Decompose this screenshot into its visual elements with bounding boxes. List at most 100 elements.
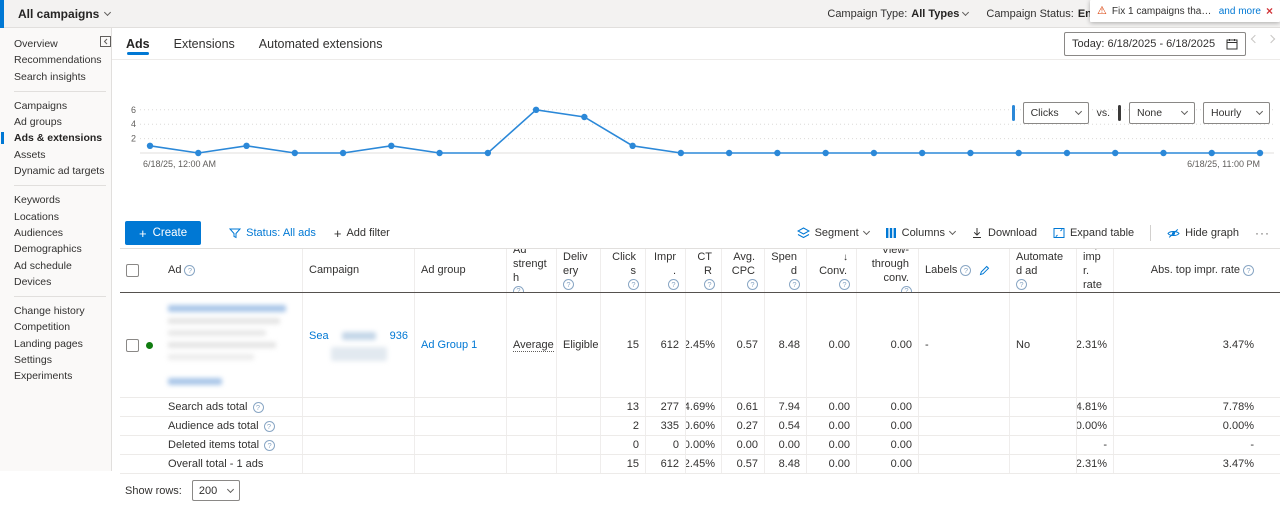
close-icon[interactable]: × [1265,4,1273,18]
campaign-link[interactable]: Sea [309,329,329,342]
col-header-abs-top-impr-rate: Abs. top impr. rate [1150,263,1240,276]
campaign-type-label: Campaign Type: [827,8,908,20]
edit-pencil-icon[interactable] [979,265,990,276]
redacted-ad-title [168,305,286,312]
info-icon[interactable] [839,278,850,290]
sidebar-item-keywords[interactable]: Keywords [14,194,61,207]
sidebar-item-recommendations[interactable]: Recommendations [14,54,102,67]
columns-button[interactable]: Columns [885,227,957,239]
hide-graph-button[interactable]: Hide graph [1167,227,1239,239]
info-icon[interactable] [263,420,275,432]
info-icon[interactable] [628,278,639,290]
status-filter-button[interactable]: Status: All ads [229,227,316,239]
chevron-down-icon [962,8,970,17]
ad-preview-cell[interactable] [162,293,303,397]
redacted-view-ad-link [168,378,222,385]
col-header-clicks: Clicks [612,251,636,277]
sidebar-item-dynamic-ad-targets[interactable]: Dynamic ad targets [14,165,105,178]
status-enabled-icon [146,341,153,349]
tab-extensions[interactable]: Extensions [173,36,235,51]
more-options-button[interactable]: ··· [1255,226,1270,240]
info-icon[interactable] [252,401,264,413]
info-icon[interactable] [704,278,715,290]
svg-text:6: 6 [131,105,136,115]
sidebar-item-assets[interactable]: Assets [14,148,46,161]
sidebar-item-landing-pages[interactable]: Landing pages [14,337,83,350]
chevron-down-icon [862,227,870,236]
info-icon[interactable] [960,265,972,276]
hide-graph-icon [1167,228,1180,238]
sidebar-item-settings[interactable]: Settings [14,354,52,367]
tab-automated-extensions[interactable]: Automated extensions [258,36,383,51]
metric1-dropdown[interactable]: Clicks [1022,102,1089,124]
notification-and-more-link[interactable]: and more [1218,5,1261,17]
sidebar-item-locations[interactable]: Locations [14,210,59,223]
show-rows-dropdown[interactable]: 200 [191,480,240,501]
info-icon[interactable] [184,265,196,276]
add-filter-button[interactable]: + Add filter [333,225,390,241]
chevron-down-icon [104,8,112,16]
col-header-spend: Spend [771,251,797,277]
sidebar-item-search-insights[interactable]: Search insights [14,70,86,83]
chevron-down-icon [226,485,234,493]
summary-row-audience-ads-total: Audience ads total 2 335 0.60% 0.27 0.54… [120,417,1280,436]
chevron-down-icon [1255,107,1264,116]
summary-row-overall-total: Overall total - 1 ads 15 612 2.45% 0.57 … [120,455,1280,474]
date-range-picker[interactable]: Today: 6/18/2025 - 6/18/2025 [1064,32,1246,56]
collapse-pane-icon[interactable] [100,36,1276,47]
campaign-id[interactable]: 936 [389,329,408,342]
info-icon[interactable] [901,285,912,292]
sidebar-item-campaigns[interactable]: Campaigns [14,99,68,112]
top-impr-rate-value: 42.31% [1077,339,1107,351]
campaign-scope-selector[interactable]: All campaigns [18,7,112,21]
sidebar-item-demographics[interactable]: Demographics [14,243,82,256]
sidebar-item-audiences[interactable]: Audiences [14,226,64,239]
info-icon[interactable] [1243,265,1254,276]
tab-ads[interactable]: Ads [126,28,150,59]
sidebar-item-ad-groups[interactable]: Ad groups [14,116,62,129]
create-button[interactable]: + Create [125,221,202,245]
col-header-campaign: Campaign [309,263,360,276]
select-row-checkbox[interactable] [126,338,139,352]
info-icon[interactable] [747,278,758,290]
sort-descending-icon[interactable] [843,251,850,265]
info-icon[interactable] [513,285,524,292]
info-icon[interactable] [789,278,800,290]
filter-funnel-icon [229,228,242,239]
sidebar-item-devices[interactable]: Devices [14,275,52,288]
summary-row-search-ads-total: Search ads total 13 277 4.69% 0.61 7.94 … [120,398,1280,417]
sidebar-item-experiments[interactable]: Experiments [14,370,73,383]
info-icon[interactable] [668,278,679,290]
campaign-status-filter[interactable]: Campaign Status: Ena [986,8,1098,20]
col-header-ad-strength: Ad strength [513,249,547,284]
table-footer: Show rows: 200 [112,474,1280,507]
select-all-checkbox[interactable] [126,264,139,277]
previous-date-icon[interactable] [1250,34,1260,44]
next-date-icon[interactable] [1266,34,1276,44]
expand-table-button[interactable]: Expand table [1053,227,1134,239]
granularity-dropdown[interactable]: Hourly [1203,102,1270,124]
segment-button[interactable]: Segment [796,227,870,239]
ad-group-link[interactable]: Ad Group 1 [421,339,478,351]
sidebar-item-competition[interactable]: Competition [14,321,71,334]
sidebar-item-ads-extensions[interactable]: Ads & extensions [0,130,111,146]
redacted-campaign-detail [330,346,387,361]
info-icon[interactable] [1016,278,1027,290]
sidebar-item-change-history[interactable]: Change history [14,305,85,318]
notification-message: Fix 1 campaigns that are limited... [1111,5,1214,17]
clicks-line-chart: 2 4 6 [131,105,1274,157]
col-header-automated-ad: Automated ad [1016,251,1064,277]
sidebar-item-ad-schedule[interactable]: Ad schedule [14,259,72,272]
columns-icon [885,228,896,238]
info-icon[interactable] [563,278,574,290]
accent-bar [0,0,4,28]
download-button[interactable]: Download [971,227,1037,239]
metric2-dropdown[interactable]: None [1129,102,1195,124]
col-header-avg-cpc: Avg. CPC [731,251,755,277]
info-icon[interactable] [264,439,276,451]
vs-label: vs. [1096,107,1110,119]
svg-text:2: 2 [131,134,136,144]
campaign-type-filter[interactable]: Campaign Type: All Types [827,8,970,20]
sidebar-item-overview[interactable]: Overview [14,38,58,50]
ad-strength-value[interactable]: Average [513,338,554,352]
